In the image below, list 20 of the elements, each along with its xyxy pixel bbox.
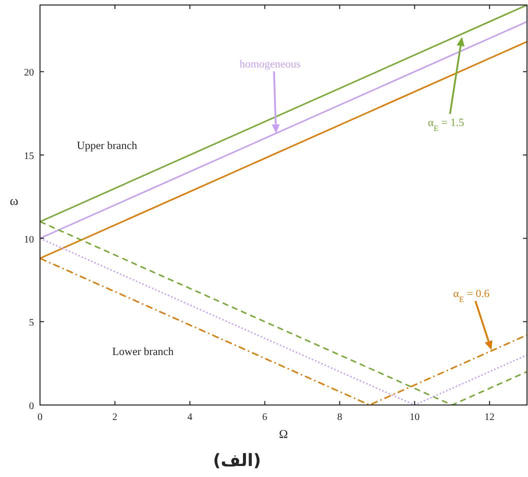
x-tick-label: 12	[484, 412, 495, 423]
y-tick-label: 0	[29, 401, 34, 412]
x-tick-label: 4	[187, 412, 192, 423]
x-axis-title: Ω	[279, 427, 288, 441]
y-axis-title: ω	[10, 193, 19, 208]
y-tick-label: 20	[24, 68, 34, 79]
text: (الف)	[213, 451, 261, 471]
annotation: Lower branch	[112, 346, 174, 358]
x-tick-label: 2	[112, 412, 118, 423]
x-tick-label: 0	[38, 412, 42, 423]
x-tick-label: 10	[410, 412, 420, 423]
annotation: homogeneous	[239, 58, 301, 70]
y-tick-label: 5	[29, 318, 34, 329]
y-tick-label: 15	[24, 151, 34, 162]
annotation: α$_{E}$ = 1.5	[428, 117, 465, 132]
x-tick-label: 8	[337, 412, 342, 423]
annotation: Upper branch	[76, 140, 138, 152]
annotation: α$_{E}$ = 0.6	[453, 288, 490, 304]
y-tick-label: 10	[24, 234, 34, 246]
x-tick-label: 6	[262, 412, 268, 423]
